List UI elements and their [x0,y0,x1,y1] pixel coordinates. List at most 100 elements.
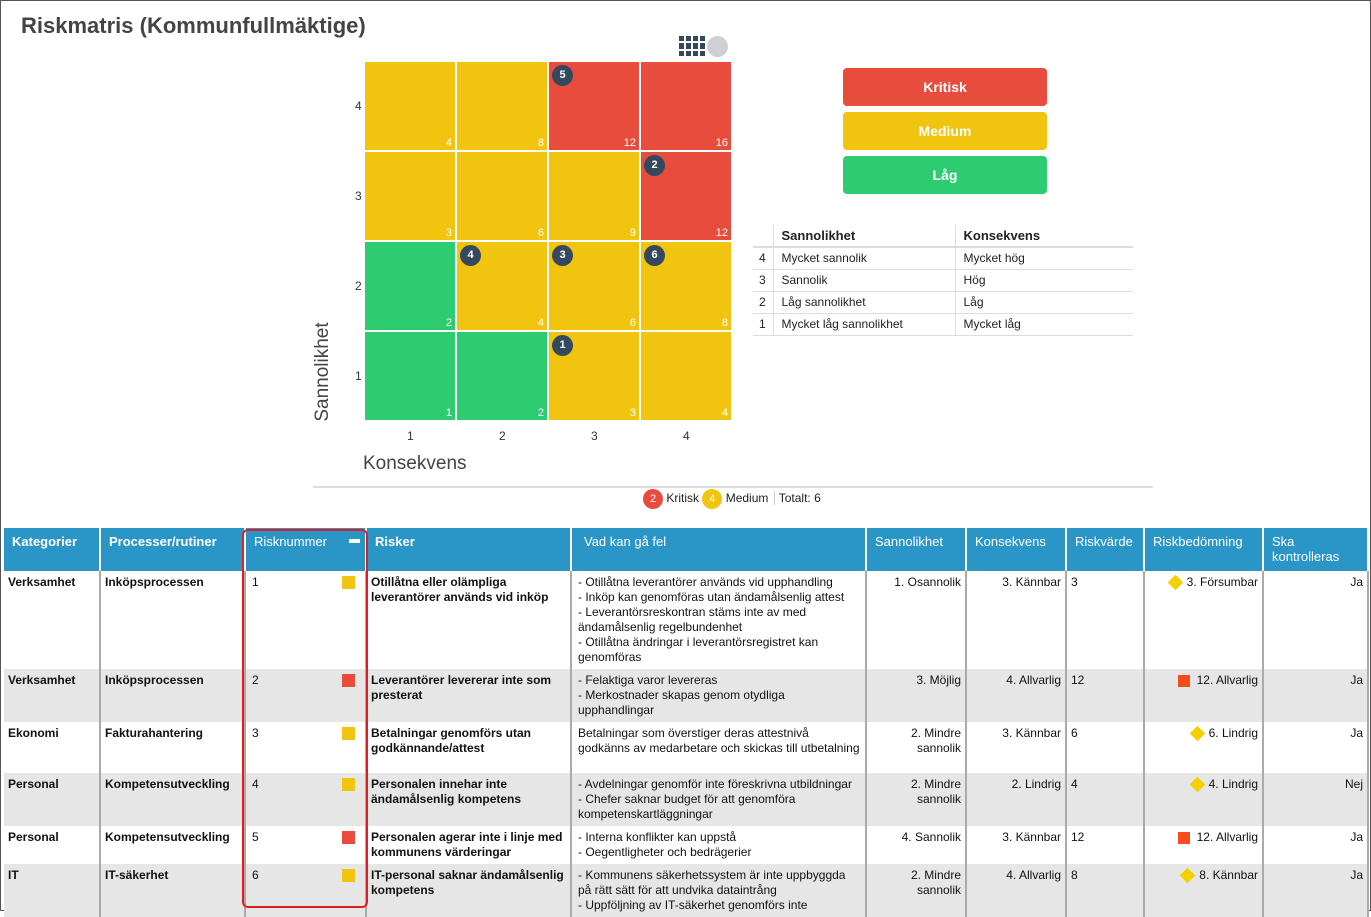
column-header[interactable]: Riskvärde [1066,528,1145,571]
cell-value: 12 [623,137,636,149]
process-cell: Inköpsprocessen [100,669,246,722]
column-header[interactable]: Konsekvens [966,528,1067,571]
collapse-column-button[interactable] [349,539,360,543]
risknummer-cell: 6 [245,864,367,917]
kategori-cell: Personal [4,773,101,826]
risk-level-indicator [342,727,355,740]
cell-value: 9 [629,227,636,239]
column-header[interactable]: Risker [366,528,572,571]
column-header[interactable]: Risknummer [245,528,367,571]
risk-marker[interactable]: 1 [552,335,573,356]
diamond-icon [1167,575,1183,591]
legend-kritisk-button[interactable]: Kritisk [843,68,1047,106]
table-row[interactable]: Verksamhet Inköpsprocessen 2 Leverantörer l… [4,669,1369,722]
ska-kontrolleras-cell: Nej [1263,773,1369,826]
kategori-cell-text: Verksamhet [8,575,76,589]
matrix-cell[interactable]: 2 [457,332,547,420]
ska-kontrolleras-cell-text: Ja [1350,575,1363,589]
konsekvens-cell-text: 4. Allvarlig [1006,868,1061,882]
process-cell-text: IT-säkerhet [105,868,169,882]
def-cell: 3 [753,269,774,292]
kategori-cell: Verksamhet [4,571,101,669]
kategori-cell-text: Ekonomi [8,726,59,740]
matrix-cell[interactable]: 6 [457,152,547,240]
sannolikhet-cell: 4. Sannolik [866,826,967,864]
ska-kontrolleras-cell: Ja [1263,571,1369,669]
y-tick-label: 4 [355,99,362,113]
risk-marker[interactable]: 4 [460,245,481,266]
matrix-cell[interactable]: 8 [457,62,547,150]
x-tick-label: 2 [499,429,506,443]
legend-medium-button[interactable]: Medium [843,112,1047,150]
def-header [753,225,774,248]
medium-count-badge: 4 [702,489,723,509]
risk-cell: Personalen agerar inte i linje med kommu… [366,826,572,864]
matrix-cell[interactable]: 3 [365,152,455,240]
riskvarde-cell: 4 [1066,773,1145,826]
table-row[interactable]: Verksamhet Inköpsprocessen 1 Otillåtna elle… [4,571,1369,669]
grid-view-icon[interactable] [679,36,705,56]
column-header[interactable]: Processer/rutiner [100,528,246,571]
konsekvens-cell-text: 3. Kännbar [1002,830,1061,844]
def-row: 2 Låg sannolikhet Låg [753,291,1133,314]
risk-marker[interactable]: 6 [644,245,665,266]
table-row[interactable]: Personal Kompetensutveckling 5 Personalen a… [4,826,1369,864]
risk-cell: Personalen innehar inte ändamålsenlig ko… [366,773,572,826]
risk-cell-text: IT-personal saknar ändamålsenlig kompete… [371,868,564,897]
vad-kan-ga-fel-cell-text: Betalningar som överstiger deras attestn… [578,726,860,755]
circle-view-icon[interactable] [707,36,728,57]
matrix-cell[interactable]: 12 2 [641,152,731,240]
konsekvens-cell: 2. Lindrig [966,773,1067,826]
matrix-cell[interactable]: 9 [549,152,639,240]
konsekvens-cell: 4. Allvarlig [966,669,1067,722]
kategori-cell-text: Personal [8,777,59,791]
risk-marker[interactable]: 2 [644,155,665,176]
sannolikhet-cell-text: 2. Mindre sannolik [910,868,961,897]
table-row[interactable]: IT IT-säkerhet 6 IT-personal saknar ändamål… [4,864,1369,917]
x-tick-label: 3 [591,429,598,443]
risk-level-indicator [342,869,355,882]
ska-kontrolleras-cell-text: Ja [1350,726,1363,740]
cell-value: 4 [445,137,452,149]
matrix-cell[interactable]: 16 [641,62,731,150]
matrix-cell[interactable]: 1 [365,332,455,420]
table-row[interactable]: Personal Kompetensutveckling 4 Personalen i… [4,773,1369,826]
vad-kan-ga-fel-cell: - Felaktiga varor levereras - Merkostnad… [571,669,867,722]
risk-marker[interactable]: 3 [552,245,573,266]
column-header[interactable]: Sannolikhet [866,528,967,571]
column-header[interactable]: Riskbedömning [1144,528,1264,571]
y-tick-label: 2 [355,279,362,293]
table-row[interactable]: Ekonomi Fakturahantering 3 Betalningar geno… [4,722,1369,773]
matrix-cell[interactable]: 2 [365,242,455,330]
column-header[interactable]: Kategorier [4,528,101,571]
vad-kan-ga-fel-cell-text: - Avdelningar genomför inte föreskrivna … [578,777,852,821]
medium-label: Medium [725,491,769,506]
matrix-cell[interactable]: 12 5 [549,62,639,150]
riskbedomning-cell: 8. Kännbar [1144,864,1264,917]
process-cell: IT-säkerhet [100,864,246,917]
cell-value: 12 [715,227,728,239]
matrix-cell[interactable]: 4 [365,62,455,150]
y-axis-title: Sannolikhet [312,322,333,422]
risknummer-cell: 2 [245,669,367,722]
konsekvens-cell-text: 3. Kännbar [1002,575,1061,589]
risk-cell: Leverantörer levererar inte som prestera… [366,669,572,722]
sannolikhet-cell-text: 2. Mindre sannolik [910,777,961,806]
risk-level-indicator [342,778,355,791]
risk-marker[interactable]: 5 [552,65,573,86]
risknummer-cell-text: 3 [252,726,259,740]
column-header[interactable]: Vad kan gå fel [571,528,867,571]
risknummer-cell-text: 2 [252,673,259,687]
riskvarde-cell-text: 6 [1071,726,1078,740]
vad-kan-ga-fel-cell-text: - Kommunens säkerhetssystem är inte uppb… [578,868,846,912]
column-header[interactable]: Ska kontrolleras [1263,528,1369,571]
matrix-cell[interactable]: 4 [641,332,731,420]
legend-lag-button[interactable]: Låg [843,156,1047,194]
kategori-cell: Personal [4,826,101,864]
cell-value: 3 [445,227,452,239]
process-cell: Fakturahantering [100,722,246,773]
